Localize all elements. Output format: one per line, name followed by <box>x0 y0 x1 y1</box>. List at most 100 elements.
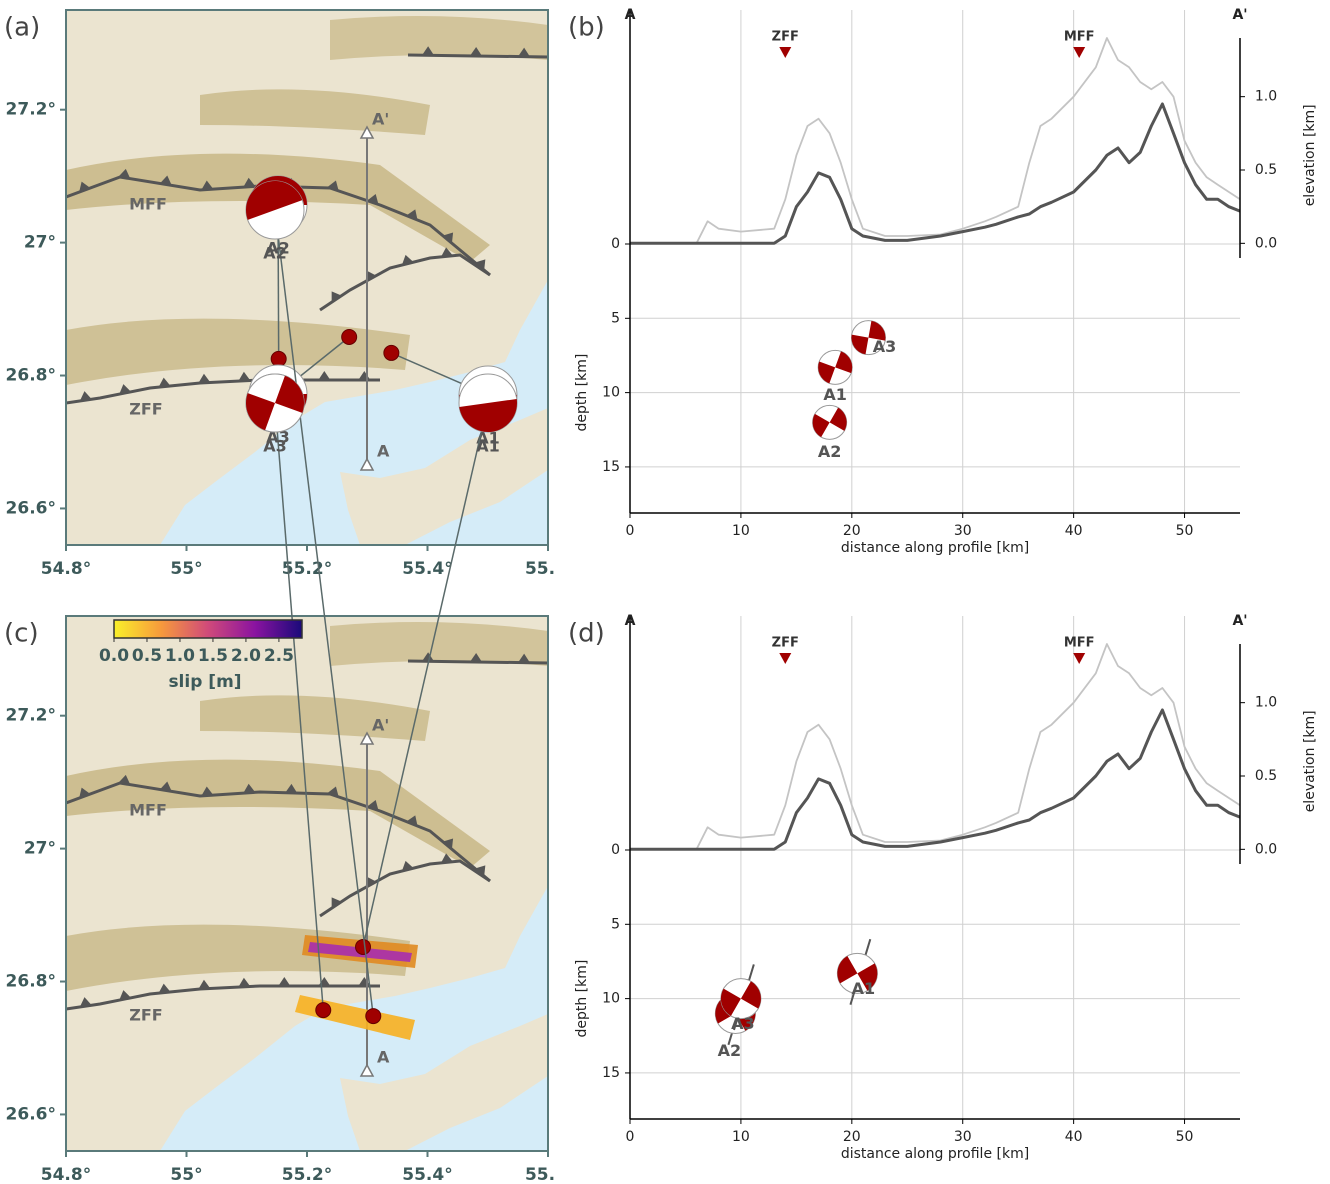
fault-marker-label: MFF <box>1064 636 1095 651</box>
event-label: A2 <box>266 239 290 258</box>
fault-tooth <box>158 377 171 388</box>
fault-tooth <box>469 46 482 57</box>
y-axis-label: depth [km] <box>574 960 590 1038</box>
profile-end-label: A' <box>372 110 389 129</box>
colorbar-tick-label: 2.0 <box>231 646 261 666</box>
ridge <box>66 759 490 868</box>
y-tick-label: 0 <box>611 236 620 252</box>
fault-label: MFF <box>129 195 167 214</box>
fault-tooth <box>285 783 298 794</box>
x-tick-label: 30 <box>954 1129 972 1145</box>
fault-tooth <box>318 371 331 380</box>
fault-label: ZFF <box>129 400 162 419</box>
event-epicenter <box>270 350 287 367</box>
fault-marker-label: MFF <box>1064 30 1095 45</box>
event-label: A3 <box>263 437 287 456</box>
fault-tooth <box>201 180 214 190</box>
y2-axis-label: elevation [km] <box>1302 104 1318 206</box>
panel-label: (a) <box>4 13 40 43</box>
map-layer <box>66 616 548 1151</box>
x-tick-label: 55° <box>170 559 202 579</box>
x-tick-label: 55° <box>170 1165 202 1184</box>
elevation-profile <box>630 643 1241 851</box>
ridge <box>330 622 548 666</box>
y2-tick-label: 0.0 <box>1255 235 1277 251</box>
fault-tooth <box>406 209 418 221</box>
x-tick-label: 20 <box>843 1129 861 1145</box>
event-connector <box>362 402 489 948</box>
profile-end <box>359 1063 375 1077</box>
x-tick-label: 30 <box>954 523 972 539</box>
beachball-group <box>812 404 848 440</box>
fault-tooth <box>474 259 486 271</box>
fault-tooth <box>327 180 339 191</box>
fault-tooth <box>79 997 92 1007</box>
fault-tooth <box>118 774 131 785</box>
fault-marker <box>779 47 792 58</box>
fault-marker-label: ZFF <box>772 30 799 45</box>
y-tick-label: 10 <box>602 991 620 1007</box>
fault-tooth <box>367 800 379 811</box>
y2-tick-label: 0.5 <box>1255 768 1277 784</box>
x-tick-label: 10 <box>732 1129 750 1145</box>
x-tick-label: 55.4° <box>402 559 452 579</box>
colorbar-tick-label: 1.0 <box>165 646 195 666</box>
x-tick-label: 50 <box>1176 523 1194 539</box>
y-tick-label: 15 <box>602 459 620 475</box>
fault-marker <box>1073 47 1086 58</box>
fault-tooth <box>198 373 211 384</box>
profile-end-label: A' <box>1232 7 1247 23</box>
x-tick-label: 0 <box>626 1129 635 1145</box>
panel-label: (b) <box>568 13 605 43</box>
x-tick-label: 54.8° <box>41 559 91 579</box>
event-label: A1 <box>476 437 500 456</box>
event-label: A2 <box>718 1041 742 1060</box>
x-tick-label: 55.4° <box>402 1165 452 1184</box>
y-tick-label: 27° <box>24 839 56 859</box>
fault-tooth <box>441 247 453 257</box>
x-tick-label: 54.8° <box>41 1165 91 1184</box>
ridge <box>330 16 548 60</box>
fault-marker <box>1073 653 1086 664</box>
beachball-group <box>836 952 878 994</box>
fault-tooth <box>442 232 454 244</box>
fault-tooth <box>243 177 256 188</box>
fault-marker-label: ZFF <box>772 636 799 651</box>
ridge <box>200 695 430 741</box>
profile-end-label: A <box>625 7 636 23</box>
y-tick-label: 15 <box>602 1065 620 1081</box>
panel-label: (c) <box>4 619 39 649</box>
event-epicenter <box>315 1002 332 1019</box>
fault-tooth <box>365 270 377 282</box>
elevation-profile <box>630 708 1241 851</box>
y2-axis-label: elevation [km] <box>1302 710 1318 812</box>
event-label: A3 <box>731 1014 755 1033</box>
map-layer <box>66 10 548 545</box>
ridge <box>200 89 430 135</box>
fault-tooth <box>401 254 414 266</box>
event-label: A2 <box>263 244 287 263</box>
fault-tooth <box>442 838 454 850</box>
y-tick-label: 27.2° <box>6 100 56 120</box>
fault-label: MFF <box>129 801 167 820</box>
x-axis-label: distance along profile [km] <box>841 540 1029 556</box>
fault-tooth <box>517 653 530 663</box>
beachball-compression <box>812 407 847 438</box>
y-tick-label: 26.6° <box>6 1104 56 1124</box>
beachball-compression <box>459 398 517 432</box>
beachball-compression <box>246 375 304 431</box>
event-label: A1 <box>852 979 876 998</box>
beachball-compression <box>851 320 886 355</box>
y-tick-label: 5 <box>611 310 620 326</box>
beachball-group <box>245 373 305 433</box>
beachball-group <box>458 373 518 433</box>
x-tick-label: 40 <box>1065 1129 1083 1145</box>
beachball-group <box>817 349 853 385</box>
fault-tooth <box>474 865 486 877</box>
y2-tick-label: 0.5 <box>1255 162 1277 178</box>
y-axis-label: depth [km] <box>574 354 590 432</box>
event-epicenter <box>383 344 400 361</box>
fault-tooth <box>441 853 453 863</box>
fault-tooth <box>367 194 379 205</box>
beachball-compression <box>818 351 853 384</box>
